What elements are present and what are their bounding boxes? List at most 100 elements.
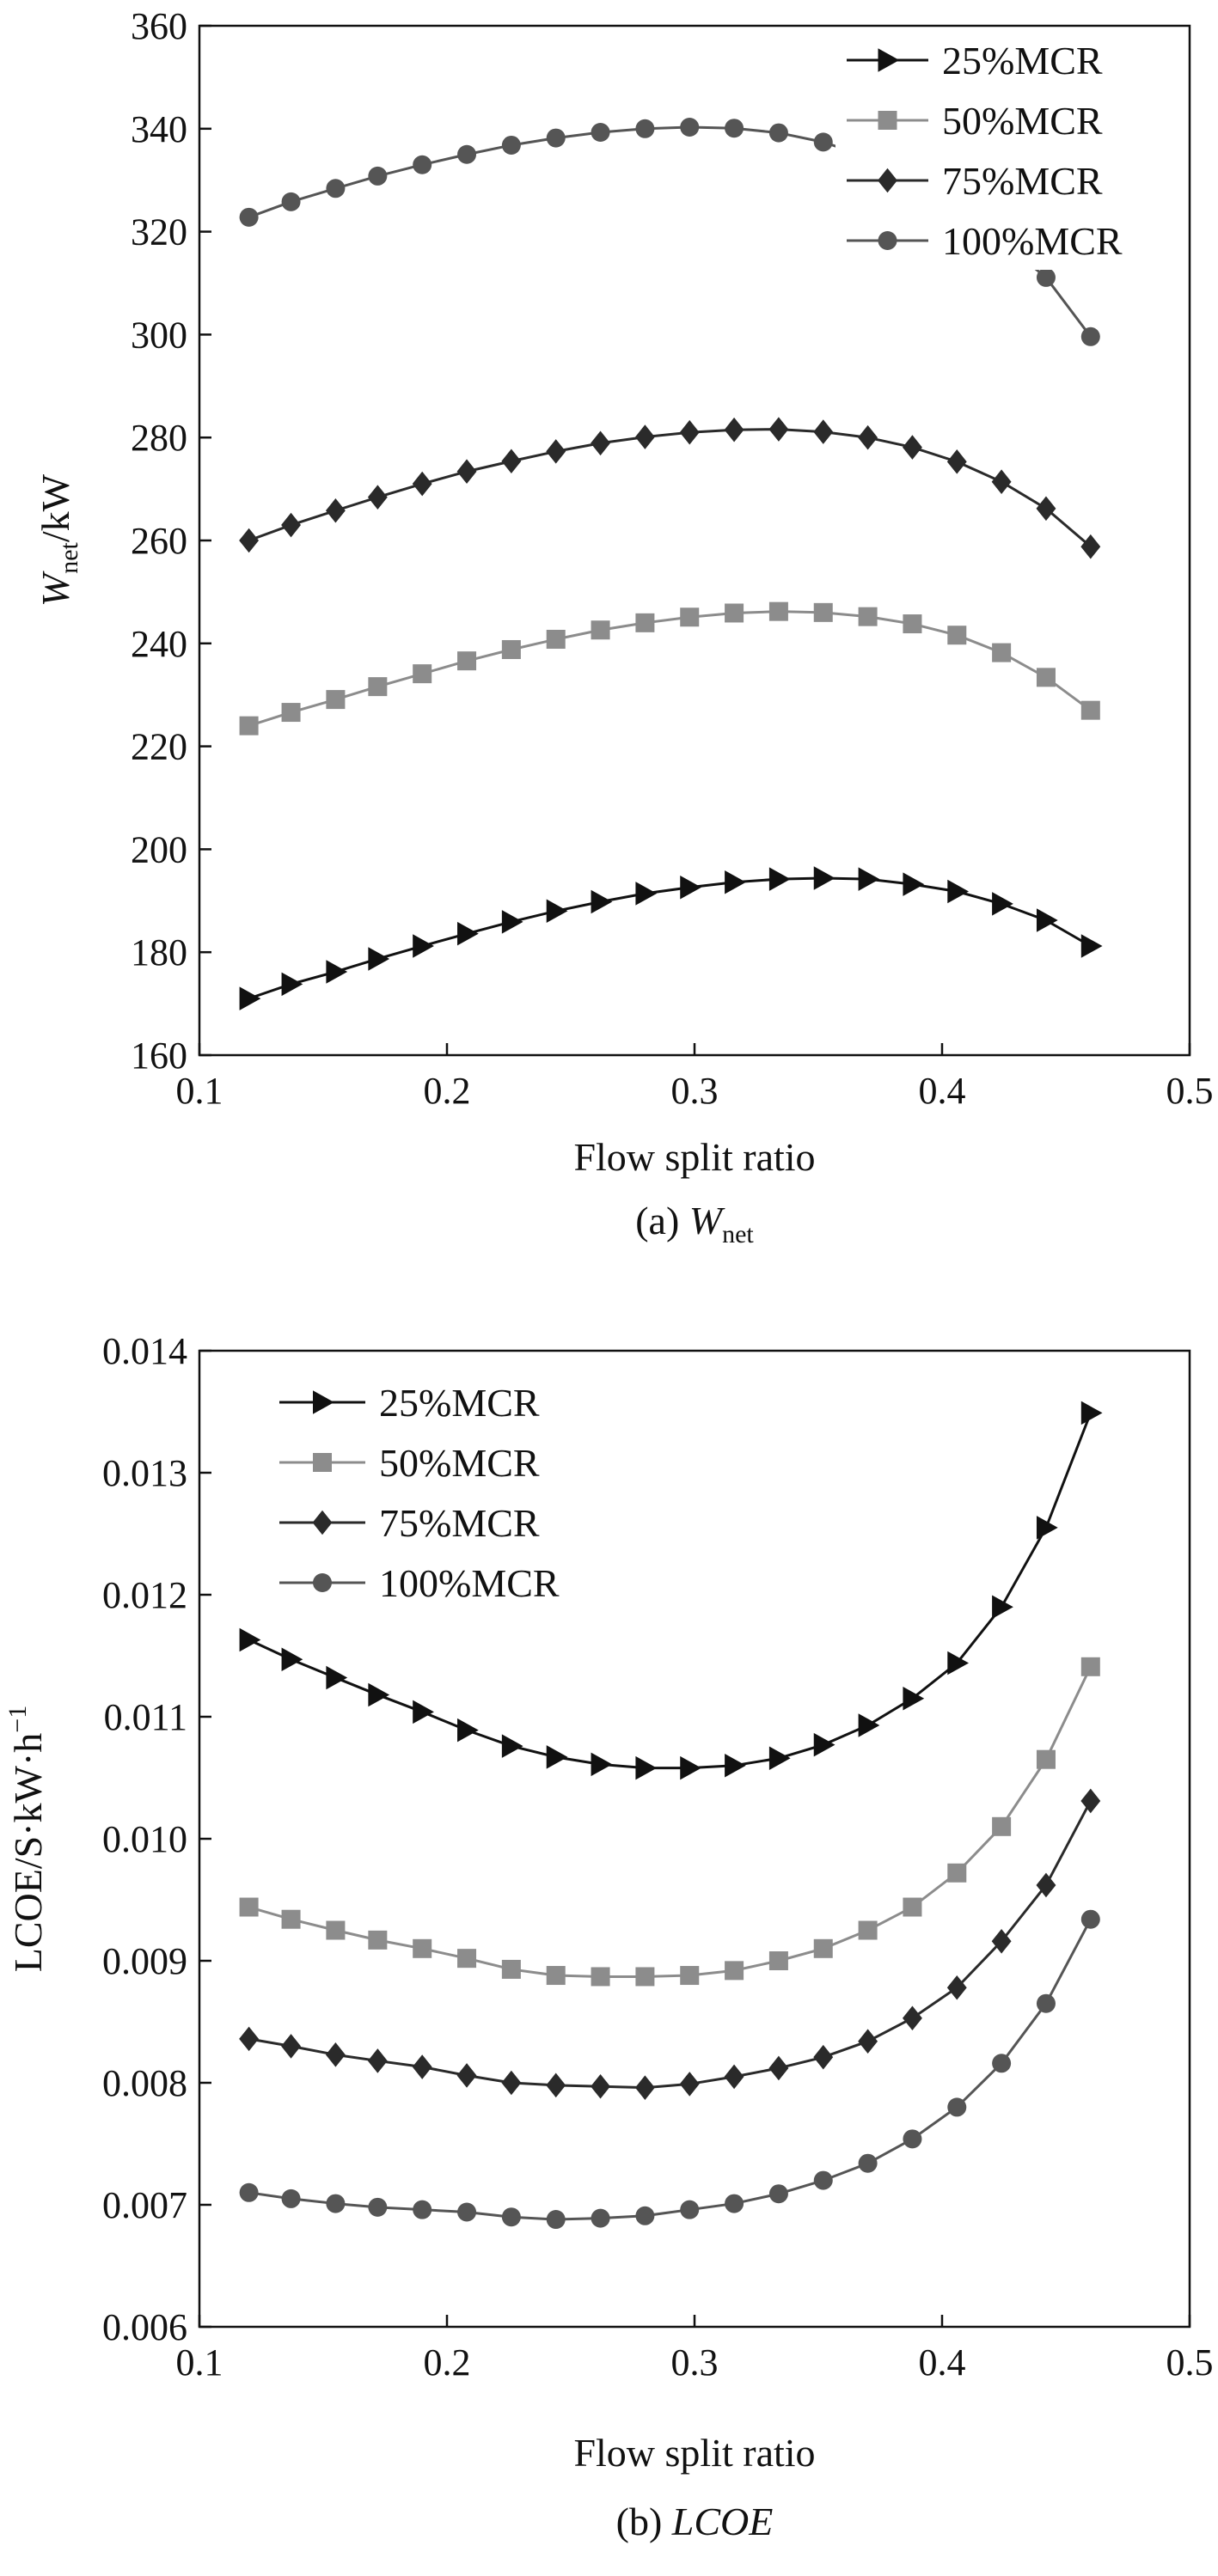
data-point <box>635 613 655 632</box>
data-point <box>591 2208 610 2228</box>
panel-b-y-ticks: 0.006 0.007 0.008 0.009 0.010 0.011 0.012 0.013… <box>102 1330 211 2348</box>
data-point <box>367 485 388 510</box>
data-point <box>1036 1993 1056 2013</box>
data-point <box>635 119 655 138</box>
data-point <box>768 1746 791 1771</box>
data-point <box>457 1718 479 1743</box>
data-point <box>546 439 566 464</box>
data-point <box>281 1909 301 1929</box>
y-tick-label: 0.008 <box>102 2062 187 2104</box>
panel-a-x-ticks: 0.1 0.2 0.3 0.4 0.5 <box>176 1043 1214 1112</box>
data-point <box>412 2054 432 2079</box>
data-point <box>947 879 970 904</box>
data-point <box>858 607 878 626</box>
series-line <box>248 1666 1093 1978</box>
data-point <box>991 1928 1012 1954</box>
legend-marker <box>312 1510 333 1535</box>
x-tick-label: 0.1 <box>176 2341 223 2384</box>
data-point <box>368 1930 388 1950</box>
y-tick-label: 200 <box>131 828 187 870</box>
x-tick-label: 0.1 <box>176 1070 223 1112</box>
data-point <box>858 1713 880 1737</box>
data-point <box>501 910 523 934</box>
data-point <box>634 424 655 449</box>
data-point <box>634 2075 655 2100</box>
legend-label: 100%MCR <box>379 1561 560 1605</box>
data-point <box>501 135 521 155</box>
y-tick-label: 0.014 <box>102 1330 187 1372</box>
series-100%MCR <box>239 118 1100 346</box>
legend-entry: 75%MCR <box>279 1501 540 1545</box>
y-tick-label: 320 <box>131 211 187 253</box>
data-point <box>991 469 1012 495</box>
data-point <box>281 972 303 997</box>
data-point <box>680 875 701 900</box>
legend-entry: 100%MCR <box>279 1561 560 1605</box>
legend-marker <box>878 48 900 72</box>
data-point <box>591 430 610 456</box>
legend-marker <box>878 168 897 193</box>
panel-b-y-axis-label: LCOE/S·kW·h−1 <box>3 1706 50 1972</box>
data-point <box>1036 1872 1056 1898</box>
y-tick-label: 0.009 <box>102 1940 187 1982</box>
data-point <box>724 417 744 443</box>
legend-marker <box>878 231 897 250</box>
y-tick-label: 220 <box>131 726 187 768</box>
data-point <box>768 1951 788 1970</box>
data-point <box>413 664 432 684</box>
data-point <box>992 1595 1013 1619</box>
data-point <box>858 867 880 891</box>
data-point <box>903 435 922 460</box>
data-point <box>813 1732 835 1757</box>
legend-label: 75%MCR <box>942 159 1103 203</box>
y-tick-label: 340 <box>131 108 187 150</box>
data-point <box>725 603 744 623</box>
legend-entry: 25%MCR <box>279 1381 540 1425</box>
data-point <box>1080 1788 1101 1814</box>
data-point <box>591 122 610 142</box>
panel-a-y-axis-label: Wnet/kW <box>34 473 83 607</box>
data-point <box>501 1734 523 1758</box>
data-point <box>992 1816 1012 1836</box>
legend-entry: 100%MCR <box>847 219 1123 263</box>
series-25%MCR <box>239 866 1103 1010</box>
data-point <box>368 677 388 697</box>
data-point <box>501 449 522 474</box>
data-point <box>724 2064 744 2090</box>
data-point <box>903 1897 922 1917</box>
y-tick-label: 300 <box>131 314 187 356</box>
data-point <box>326 960 348 984</box>
data-point <box>1080 700 1100 720</box>
data-point <box>239 2182 259 2202</box>
series-75%MCR <box>239 1788 1101 2100</box>
panel-b-caption: (b) LCOE <box>616 2500 774 2543</box>
series-line <box>248 876 1092 1000</box>
data-point <box>239 986 261 1010</box>
data-point <box>591 1967 610 1987</box>
data-point <box>501 639 521 659</box>
data-point <box>457 921 479 946</box>
data-point <box>368 2197 388 2217</box>
panel-a-y-label-main: W <box>34 571 77 607</box>
data-point <box>1036 1516 1058 1540</box>
data-point <box>768 417 789 442</box>
data-point <box>725 119 744 138</box>
data-point <box>947 626 967 645</box>
data-point <box>768 2184 788 2204</box>
data-point <box>456 2063 477 2088</box>
data-point <box>946 1975 967 2000</box>
data-point <box>239 716 259 736</box>
data-point <box>326 1920 346 1940</box>
data-point <box>858 424 878 450</box>
data-point <box>1036 496 1056 522</box>
data-point <box>281 2188 301 2208</box>
y-tick-label: 0.012 <box>102 1574 187 1616</box>
data-point <box>591 1752 613 1777</box>
data-point <box>858 2029 878 2054</box>
panel-a-legend: 25%MCR 50%MCR 75%MCR 100%MCR <box>835 29 1176 270</box>
data-point <box>457 144 477 164</box>
legend-entry: 25%MCR <box>847 39 1103 82</box>
legend-marker <box>313 1573 332 1592</box>
x-tick-label: 0.2 <box>424 1070 471 1112</box>
